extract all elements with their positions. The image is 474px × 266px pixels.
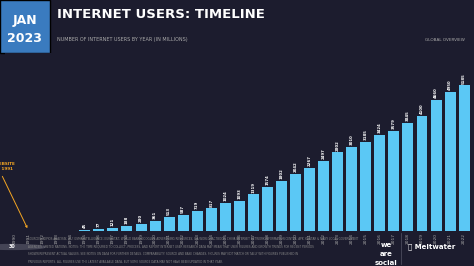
Text: SOURCES: KEPIOS ANALYSIS; ITU; GSMA INTELLIGENCE; EUROSTAT; WORLD BANK; GOOGLE'S: SOURCES: KEPIOS ANALYSIS; ITU; GSMA INTE… — [28, 237, 359, 241]
Text: 1024: 1024 — [223, 190, 228, 201]
Bar — [276, 181, 287, 231]
Bar — [290, 174, 301, 231]
Bar — [164, 217, 174, 231]
Text: 4100: 4100 — [420, 103, 424, 114]
Text: 77: 77 — [97, 222, 101, 227]
Text: 1093: 1093 — [237, 188, 241, 199]
Text: 3424: 3424 — [378, 122, 382, 133]
Text: 817: 817 — [209, 198, 213, 207]
Text: 2042: 2042 — [293, 161, 298, 172]
Text: 361: 361 — [153, 211, 157, 219]
Text: are: are — [380, 251, 393, 257]
Text: 280: 280 — [139, 214, 143, 222]
Bar — [304, 168, 315, 231]
Text: 1574: 1574 — [265, 174, 270, 185]
Text: 719: 719 — [195, 201, 199, 209]
Text: NUMBER OF INTERNET USERS BY YEAR (IN MILLIONS): NUMBER OF INTERNET USERS BY YEAR (IN MIL… — [57, 38, 188, 42]
Bar — [262, 187, 273, 231]
Bar — [318, 161, 329, 231]
Bar — [93, 229, 104, 231]
Text: AGENCIES. UNITED NATIONS. NOTES: THE TIME REQUIRED TO COLLECT, PROCESS, AND REPO: AGENCIES. UNITED NATIONS. NOTES: THE TIM… — [28, 245, 314, 249]
Text: 513: 513 — [167, 207, 171, 215]
Text: 188: 188 — [125, 216, 129, 224]
Bar — [417, 116, 428, 231]
Bar — [346, 147, 357, 231]
Text: 4950: 4950 — [448, 80, 452, 90]
Text: 2267: 2267 — [308, 155, 311, 166]
Text: INTERNET USERS: TIMELINE: INTERNET USERS: TIMELINE — [57, 9, 265, 21]
Bar — [248, 194, 259, 231]
Text: 2023: 2023 — [7, 32, 42, 45]
FancyBboxPatch shape — [0, 0, 50, 53]
Text: 3579: 3579 — [392, 118, 396, 129]
Bar — [402, 123, 413, 231]
Circle shape — [0, 244, 45, 250]
Bar — [374, 135, 385, 231]
Text: we: we — [381, 242, 392, 248]
Bar — [360, 142, 371, 231]
Bar — [192, 211, 203, 231]
Bar — [332, 152, 343, 231]
Text: 45: 45 — [83, 223, 87, 228]
Bar — [234, 201, 245, 231]
Bar — [150, 221, 161, 231]
Text: GLOBAL OVERVIEW: GLOBAL OVERVIEW — [425, 38, 465, 42]
Text: 2802: 2802 — [336, 140, 340, 151]
Bar — [108, 228, 118, 231]
Bar — [178, 215, 189, 231]
Text: 3185: 3185 — [364, 129, 368, 140]
Text: 4660: 4660 — [434, 88, 438, 98]
Text: 30: 30 — [9, 244, 15, 250]
Text: ⓞ Meltwater: ⓞ Meltwater — [408, 244, 455, 250]
Text: 587: 587 — [181, 205, 185, 213]
Text: 1802: 1802 — [280, 168, 283, 179]
Text: FIRST WEBSITE
06 AUG 1991: FIRST WEBSITE 06 AUG 1991 — [0, 163, 27, 227]
Text: 3010: 3010 — [350, 134, 354, 145]
Text: 3845: 3845 — [406, 111, 410, 121]
Bar — [445, 92, 456, 231]
Text: 5185: 5185 — [462, 73, 466, 84]
Bar — [121, 226, 132, 231]
Bar — [388, 131, 400, 231]
Bar — [79, 230, 91, 231]
Text: 2497: 2497 — [322, 148, 326, 159]
Bar — [459, 85, 470, 231]
Text: social: social — [375, 260, 398, 265]
Text: JAN: JAN — [12, 14, 37, 27]
Text: SHOWN REPRESENT ACTUAL VALUES. SEE NOTES ON DATA FOR FURTHER DETAILS. COMPARABIL: SHOWN REPRESENT ACTUAL VALUES. SEE NOTES… — [28, 252, 299, 256]
Text: PREVIOUS REPORTS. ALL FIGURES USE THE LATEST AVAILABLE DATA, BUT SOME SOURCE DAT: PREVIOUS REPORTS. ALL FIGURES USE THE LA… — [28, 260, 223, 264]
Text: 121: 121 — [111, 218, 115, 226]
Bar — [206, 208, 217, 231]
Bar — [220, 203, 231, 231]
Bar — [136, 223, 146, 231]
Bar — [430, 100, 442, 231]
Text: 1319: 1319 — [251, 181, 255, 193]
